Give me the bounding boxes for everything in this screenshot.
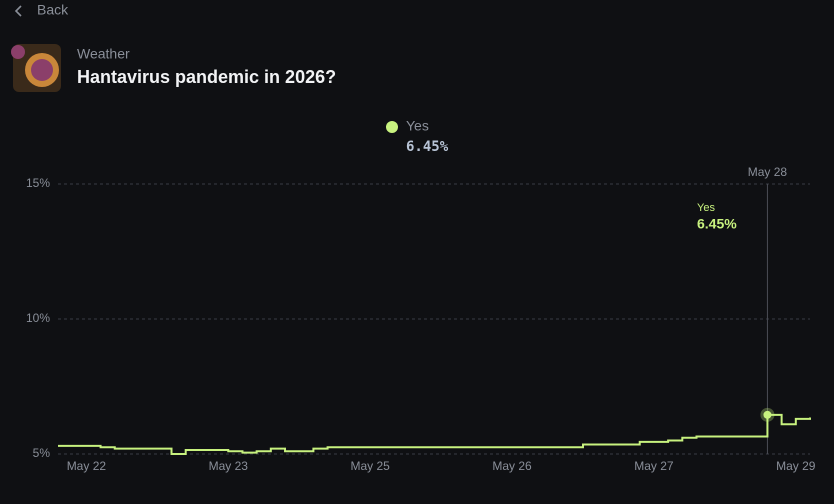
x-tick-label: May 26	[492, 459, 532, 473]
market-icon-virus-core	[31, 59, 53, 81]
x-tick-label: May 25	[350, 459, 390, 473]
back-link[interactable]: Back	[37, 2, 69, 18]
tooltip-value: 6.45%	[697, 216, 737, 232]
legend-dot	[386, 121, 398, 133]
series-line	[58, 413, 811, 455]
title: Hantavirus pandemic in 2026?	[77, 67, 336, 87]
legend-value: 6.45%	[406, 139, 449, 155]
x-tick-label: May 27	[634, 459, 674, 473]
hover-date: May 28	[748, 165, 788, 179]
y-tick-label: 15%	[26, 176, 50, 190]
market-icon-virus-small	[11, 45, 25, 59]
tooltip-name: Yes	[697, 202, 715, 214]
legend-label: Yes	[406, 118, 429, 134]
y-tick-label: 5%	[33, 446, 51, 460]
hover-point	[763, 410, 772, 419]
category: Weather	[77, 46, 130, 62]
x-tick-label: May 29	[776, 459, 816, 473]
x-tick-label: May 22	[67, 459, 107, 473]
y-tick-label: 10%	[26, 311, 50, 325]
x-tick-label: May 23	[209, 459, 249, 473]
back-icon[interactable]	[14, 5, 22, 17]
